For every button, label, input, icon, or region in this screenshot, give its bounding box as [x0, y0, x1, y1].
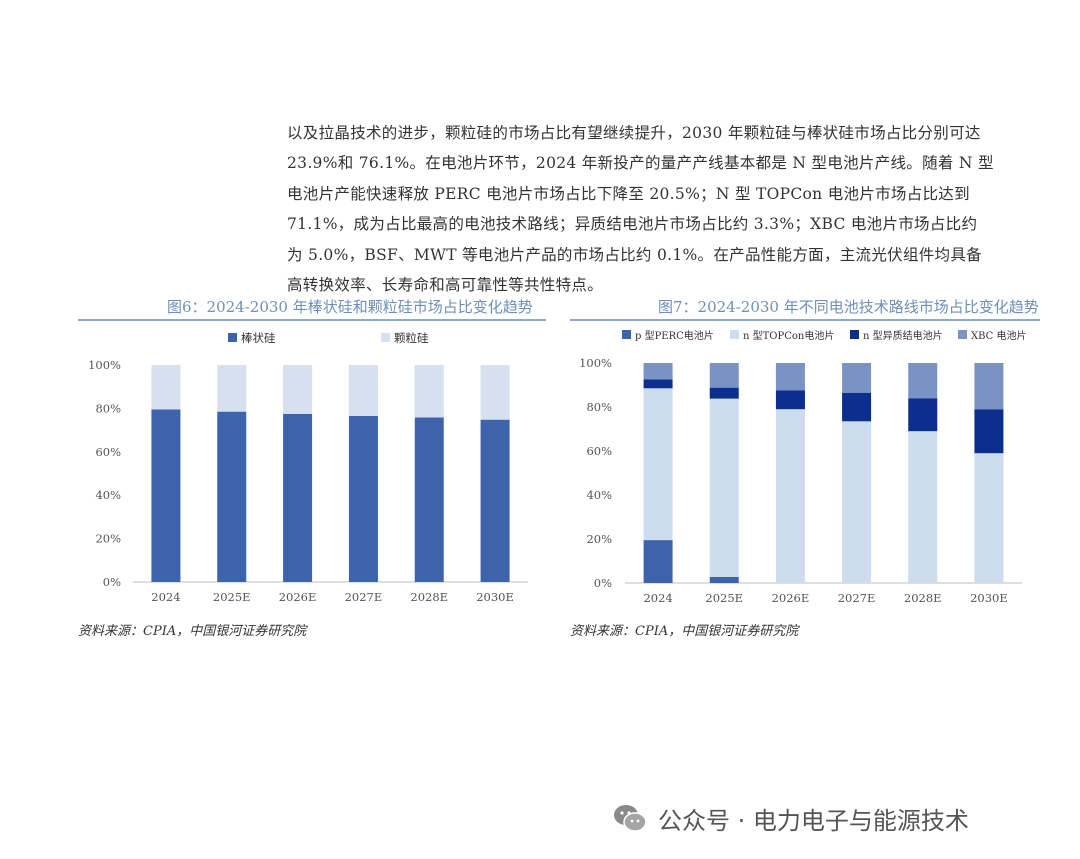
bar-segment-0	[283, 413, 313, 582]
y-tick-label: 0%	[594, 576, 612, 590]
y-tick-label: 60%	[586, 444, 612, 458]
y-tick-label: 100%	[88, 358, 121, 372]
bar-segment-1	[480, 365, 510, 420]
bar-segment-3	[974, 363, 1004, 410]
bar-segment-1	[151, 365, 181, 410]
x-tick-label: 2028E	[410, 590, 448, 604]
y-tick-label: 0%	[103, 575, 121, 589]
legend-label-0: 棒状硅	[241, 331, 276, 345]
y-tick-label: 20%	[95, 532, 121, 546]
paragraph-line: 23.9%和 76.1%。在电池片环节，2024 年新投产的量产产线基本都是 N…	[287, 154, 994, 173]
figure6-rule	[78, 319, 546, 321]
bar-segment-2	[842, 392, 872, 422]
bar-segment-1	[709, 398, 739, 577]
bar-segment-1	[908, 431, 938, 583]
legend-label-0: p 型PERC电池片	[635, 329, 714, 342]
legend-label-1: n 型TOPCon电池片	[743, 329, 834, 342]
figure7-chart: p 型PERC电池片 n 型TOPCon电池片 n 型异质结电池片 XBC 电池片 0%…	[579, 329, 1026, 605]
bar-segment-3	[842, 363, 872, 393]
y-tick-label: 40%	[95, 488, 121, 502]
bar-segment-3	[643, 363, 673, 380]
bar-segment-1	[414, 365, 444, 418]
bar-segment-2	[908, 398, 938, 432]
figure6-title: 图6：2024-2030 年棒状硅和颗粒硅市场占比变化趋势	[167, 298, 533, 316]
x-tick-label: 2026E	[772, 591, 810, 605]
figure7-rule	[570, 319, 1040, 321]
legend-swatch-0	[228, 333, 237, 342]
bar-segment-1	[348, 365, 378, 416]
bar-segment-1	[974, 453, 1004, 583]
body-paragraph: 以及拉晶技术的进步，颗粒硅的市场占比有望继续提升，2030 年颗粒硅与棒状硅市场…	[287, 118, 1037, 300]
legend-swatch-1	[730, 330, 739, 339]
x-tick-label: 2024	[151, 590, 180, 604]
legend-swatch-1	[381, 333, 390, 342]
bar-segment-1	[283, 365, 313, 414]
legend-swatch-2	[850, 330, 859, 339]
y-tick-label: 40%	[586, 488, 612, 502]
legend-swatch-0	[622, 330, 631, 339]
bar-segment-0	[643, 540, 673, 583]
paragraph-line: 以及拉晶技术的进步，颗粒硅的市场占比有望继续提升，2030 年颗粒硅与棒状硅市场…	[287, 124, 981, 142]
bar-segment-1	[775, 409, 805, 583]
y-tick-label: 80%	[95, 401, 121, 415]
x-tick-label: 2028E	[904, 591, 942, 605]
legend-label-2: n 型异质结电池片	[863, 329, 943, 342]
y-tick-label: 100%	[579, 356, 612, 370]
legend-label-3: XBC 电池片	[971, 329, 1026, 342]
bar-segment-0	[348, 415, 378, 582]
bar-segment-2	[974, 409, 1004, 454]
figure6-chart: 棒状硅 颗粒硅 0% 20% 40% 60% 80% 100% 2024 2025E 2026E 20…	[88, 331, 528, 604]
x-tick-label: 2025E	[705, 591, 743, 605]
bar-segment-3	[775, 363, 805, 391]
x-tick-label: 2030E	[970, 591, 1008, 605]
paragraph-line: 为 5.0%，BSF、MWT 等电池片产品的市场占比约 0.1%。在产品性能方面…	[287, 245, 982, 264]
bar-segment-1	[217, 365, 247, 412]
paragraph-line: 电池片产能快速释放 PERC 电池片市场占比下降至 20.5%；N 型 TOPC…	[287, 184, 970, 203]
paragraph-line: 71.1%，成为占比最高的电池技术路线；异质结电池片市场占比约 3.3%；XBC…	[287, 215, 978, 234]
bar-segment-2	[643, 379, 673, 389]
y-tick-label: 80%	[586, 400, 612, 414]
bar-segment-3	[908, 363, 938, 399]
x-tick-label: 2025E	[213, 590, 251, 604]
bar-segment-0	[709, 576, 739, 583]
watermark-text: 公众号 · 电力电子与能源技术	[658, 806, 969, 835]
legend-label-1: 颗粒硅	[394, 331, 429, 345]
bar-segment-1	[842, 421, 872, 583]
bar-segment-2	[775, 390, 805, 410]
figure7-source: 资料来源：CPIA，中国银河证券研究院	[570, 624, 799, 639]
bar-segment-0	[217, 411, 247, 582]
bar-segment-0	[151, 409, 181, 582]
x-tick-label: 2027E	[838, 591, 876, 605]
x-tick-label: 2030E	[476, 590, 514, 604]
y-tick-label: 20%	[586, 532, 612, 546]
figure7-title: 图7：2024-2030 年不同电池技术路线市场占比变化趋势	[658, 298, 1039, 316]
watermark: 公众号 · 电力电子与能源技术	[612, 800, 969, 836]
legend-swatch-3	[958, 330, 967, 339]
bar-segment-2	[709, 387, 739, 399]
bar-segment-3	[709, 363, 739, 388]
x-tick-label: 2026E	[279, 590, 317, 604]
bar-segment-1	[643, 388, 673, 541]
bar-segment-0	[480, 419, 510, 582]
wechat-icon	[614, 805, 647, 832]
x-tick-label: 2024	[643, 591, 672, 605]
x-tick-label: 2027E	[345, 590, 383, 604]
paragraph-line: 高转换效率、长寿命和高可靠性等共性特点。	[287, 276, 604, 295]
bar-segment-0	[414, 417, 444, 582]
figure6-source: 资料来源：CPIA，中国银河证券研究院	[78, 624, 307, 639]
y-tick-label: 60%	[95, 445, 121, 459]
